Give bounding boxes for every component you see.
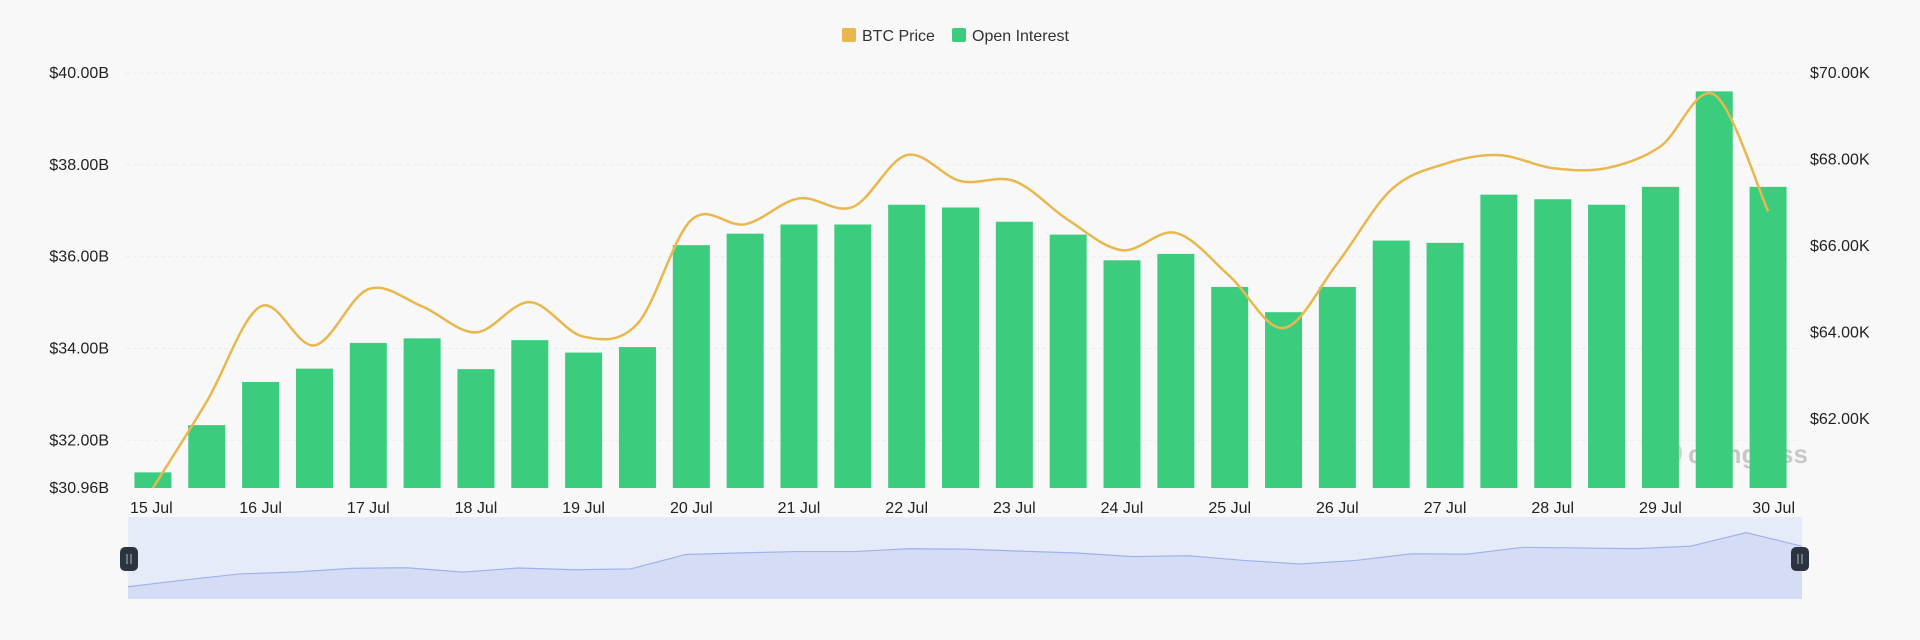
x-axis-tick-label: 22 Jul (885, 500, 928, 517)
open-interest-bar[interactable] (1049, 234, 1087, 488)
x-axis-tick-label: 29 Jul (1639, 500, 1682, 517)
slider-preview-area (128, 532, 1802, 599)
x-axis-tick-label: 18 Jul (455, 500, 498, 517)
x-axis-tick-label: 19 Jul (562, 500, 605, 517)
open-interest-bar[interactable] (511, 340, 549, 488)
x-axis-tick-label: 17 Jul (347, 500, 390, 517)
open-interest-bar[interactable] (1157, 253, 1195, 488)
open-interest-bar[interactable] (672, 245, 710, 488)
open-interest-bar[interactable] (295, 368, 333, 488)
open-interest-bar[interactable] (457, 369, 495, 488)
slider-right-handle[interactable] (1791, 547, 1809, 571)
open-interest-bar[interactable] (565, 352, 603, 488)
open-interest-bar[interactable] (403, 338, 441, 488)
legend[interactable]: BTC Price Open Interest (842, 28, 1070, 45)
x-axis-tick-label: 25 Jul (1208, 500, 1251, 517)
right-axis-tick-label: $62.00K (1810, 411, 1870, 428)
legend-item-open-interest[interactable]: Open Interest (952, 28, 1070, 45)
open-interest-bar[interactable] (1749, 186, 1787, 489)
open-interest-bar[interactable] (834, 224, 872, 489)
left-axis-tick-label: $38.00B (49, 157, 109, 174)
open-interest-bar[interactable] (1480, 194, 1518, 489)
x-axis-tick-label: 15 Jul (130, 500, 173, 517)
legend-item-btc-price[interactable]: BTC Price (842, 28, 935, 45)
left-axis-tick-label: $32.00B (49, 432, 109, 449)
open-interest-bar[interactable] (1103, 260, 1141, 488)
x-axis-tick-label: 27 Jul (1424, 500, 1467, 517)
data-zoom-slider[interactable] (120, 517, 1809, 599)
left-axis-tick-label: $34.00B (49, 340, 109, 357)
right-axis: $70.00K $68.00K $66.00K $64.00K $62.00K (1810, 65, 1870, 428)
slider-preview-line (127, 531, 1803, 588)
open-interest-bar[interactable] (1695, 91, 1733, 489)
right-axis-tick-label: $64.00K (1810, 324, 1870, 341)
x-axis-tick-label: 24 Jul (1101, 500, 1144, 517)
open-interest-bar[interactable] (349, 342, 387, 488)
right-axis-tick-label: $70.00K (1810, 65, 1870, 82)
right-axis-tick-label: $66.00K (1810, 238, 1870, 255)
x-axis-tick-label: 28 Jul (1531, 500, 1574, 517)
open-interest-bar[interactable] (1265, 312, 1303, 488)
open-interest-bar[interactable] (780, 224, 818, 489)
legend-swatch-btc-price (842, 28, 856, 42)
x-axis-tick-label: 23 Jul (993, 500, 1036, 517)
open-interest-bar[interactable] (1318, 286, 1356, 488)
left-axis-tick-label: $36.00B (49, 249, 109, 266)
open-interest-bar[interactable] (618, 347, 656, 488)
btc-price-line[interactable] (151, 91, 1770, 489)
btc-price-line-layer (151, 91, 1770, 489)
x-axis-tick-label: 30 Jul (1752, 500, 1795, 517)
left-axis-tick-label: $40.00B (49, 65, 109, 82)
x-axis-tick-label: 21 Jul (778, 500, 821, 517)
open-interest-bar[interactable] (1641, 186, 1679, 489)
grid-lines (126, 72, 1800, 441)
open-interest-bar[interactable] (1534, 199, 1572, 488)
open-interest-bar[interactable] (242, 381, 280, 488)
open-interest-bar[interactable] (888, 204, 926, 489)
right-axis-tick-label: $68.00K (1810, 151, 1870, 168)
open-interest-bar[interactable] (942, 207, 979, 488)
legend-swatch-open-interest (952, 28, 966, 42)
x-axis-tick-label: 20 Jul (670, 500, 713, 517)
open-interest-bar[interactable] (1211, 286, 1249, 488)
open-interest-bar[interactable] (995, 221, 1033, 488)
open-interest-bar[interactable] (1372, 240, 1410, 488)
slider-handle-right-grip-icon[interactable] (1791, 547, 1809, 571)
left-axis: $40.00B $38.00B $36.00B $34.00B $32.00B $30.9… (49, 65, 109, 497)
open-interest-bars (134, 91, 1787, 489)
legend-label-open-interest: Open Interest (972, 28, 1070, 45)
open-interest-bar[interactable] (726, 233, 764, 488)
open-interest-bar[interactable] (134, 472, 172, 488)
slider-left-handle[interactable] (120, 547, 138, 571)
open-interest-bar[interactable] (188, 425, 226, 488)
open-interest-bar[interactable] (1426, 242, 1464, 488)
bottom-axis: 15 Jul 16 Jul 17 Jul 18 Jul 19 Jul 20 Jul 21 J… (130, 500, 1795, 517)
x-axis-tick-label: 16 Jul (239, 500, 282, 517)
legend-label-btc-price: BTC Price (862, 28, 935, 45)
slider-handle-left-grip-icon[interactable] (120, 547, 138, 571)
x-axis-tick-label: 26 Jul (1316, 500, 1359, 517)
open-interest-bar[interactable] (1588, 204, 1626, 489)
left-axis-tick-label: $30.96B (49, 480, 109, 497)
